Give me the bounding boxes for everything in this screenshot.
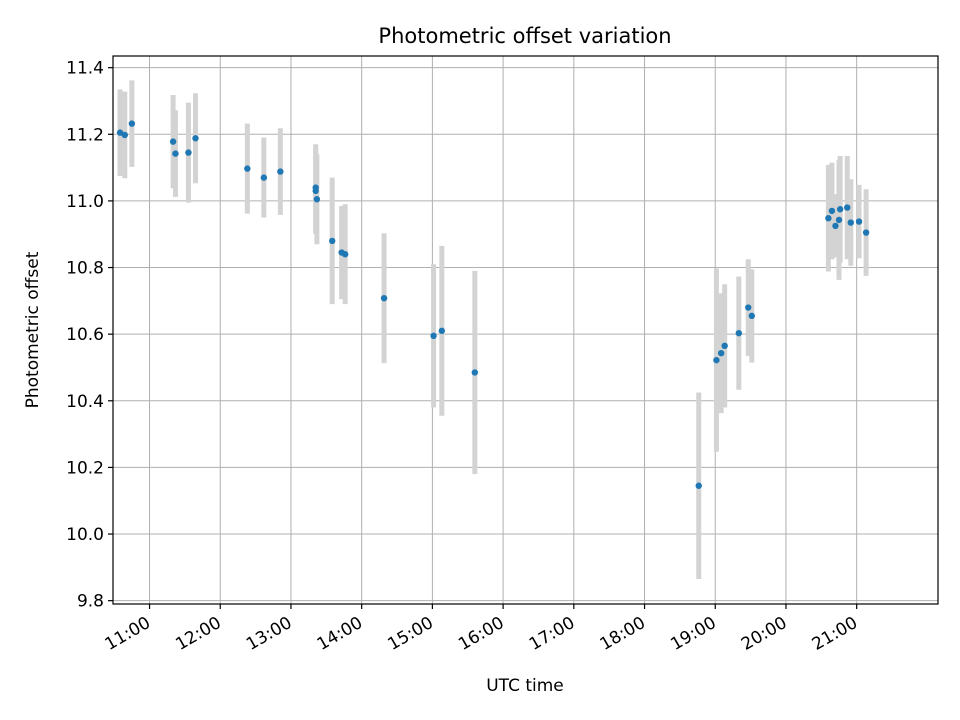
data-point <box>185 149 192 156</box>
data-point <box>825 215 832 222</box>
data-point <box>260 174 268 181</box>
data-point <box>847 219 854 226</box>
data-point <box>748 312 755 320</box>
data-point <box>277 168 284 175</box>
y-tick-label: 11.2 <box>66 125 104 145</box>
x-axis-label: UTC time <box>486 676 564 696</box>
data-point <box>717 349 725 357</box>
data-point <box>128 120 136 127</box>
data-point <box>341 251 349 258</box>
data-point <box>329 237 336 245</box>
data-point <box>172 150 179 157</box>
y-tick-label: 10.4 <box>66 392 104 412</box>
data-point <box>855 218 863 225</box>
chart-title: Photometric offset variation <box>378 24 671 48</box>
grid-lines <box>113 56 938 604</box>
data-point <box>312 187 319 195</box>
y-tick-label: 10.0 <box>66 525 104 545</box>
data-point <box>313 196 321 203</box>
y-tick-label: 11.4 <box>66 59 104 79</box>
y-tick-label: 11.0 <box>66 192 104 212</box>
data-point <box>828 207 836 215</box>
data-point <box>380 294 388 302</box>
y-axis-ticks: 9.8 10.0 10.2 10.4 10.6 10.8 11.0 11.2 11.4 <box>66 59 113 612</box>
data-point <box>836 206 844 213</box>
data-point <box>192 135 199 142</box>
data-points <box>116 120 870 489</box>
data-point <box>695 482 702 489</box>
data-point <box>844 204 851 211</box>
y-axis-label: Photometric offset <box>23 251 43 408</box>
y-tick-label: 10.6 <box>66 325 104 345</box>
data-point <box>735 329 743 337</box>
plot-frame <box>112 55 939 605</box>
data-point <box>244 165 251 172</box>
data-point <box>713 356 720 364</box>
data-point <box>121 131 128 139</box>
y-tick-label: 9.8 <box>77 592 104 612</box>
y-tick-label: 10.8 <box>66 259 104 279</box>
y-tick-label: 10.2 <box>66 458 104 478</box>
data-point <box>438 327 446 335</box>
data-point <box>835 216 843 224</box>
data-point <box>169 138 177 145</box>
data-point <box>745 304 752 311</box>
data-point <box>430 332 437 340</box>
data-point <box>832 222 839 230</box>
data-point <box>862 229 870 236</box>
data-point <box>471 369 479 376</box>
data-point <box>721 342 728 350</box>
